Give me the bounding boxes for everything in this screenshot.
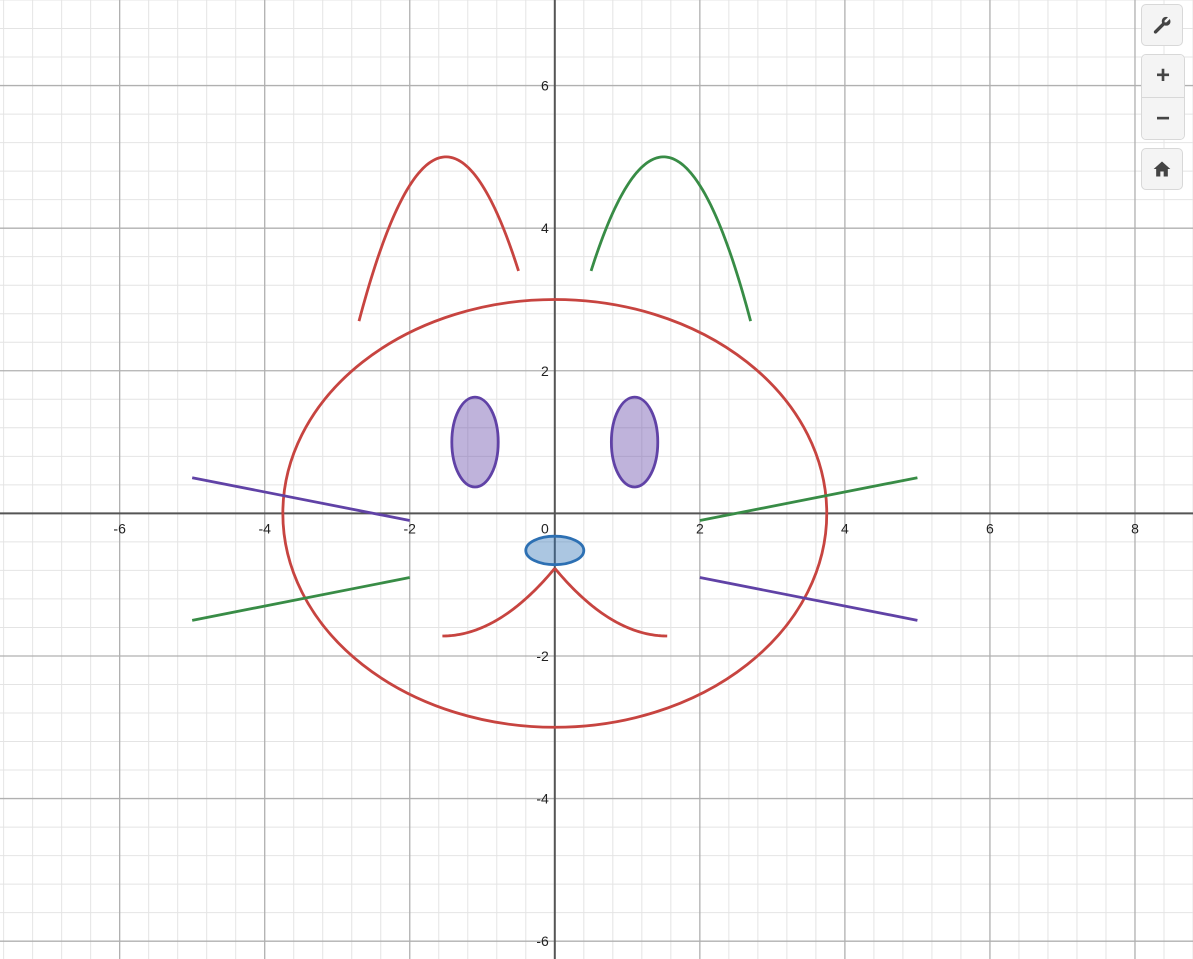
whisker-upper-right [699, 476, 918, 522]
y-tick-label: 6 [541, 78, 549, 94]
y-tick-label: -2 [536, 648, 549, 664]
y-tick-label: 2 [541, 363, 549, 379]
graph-toolbar: + − [1141, 4, 1185, 198]
x-tick-label: -2 [404, 520, 417, 536]
y-tick-label: 4 [541, 220, 549, 236]
graph-settings-button[interactable] [1141, 4, 1183, 46]
y-tick-label: -4 [536, 791, 549, 807]
x-tick-label: 4 [841, 520, 849, 536]
whisker-lower-right [699, 576, 918, 622]
y-tick-label: -6 [536, 933, 549, 949]
zoom-controls: + − [1141, 54, 1185, 140]
x-tick-label: 2 [696, 520, 704, 536]
x-tick-label: -6 [113, 520, 126, 536]
minus-icon: − [1155, 104, 1170, 132]
zoom-out-button[interactable]: − [1142, 97, 1184, 139]
left-eye [450, 395, 500, 489]
whisker-lower-left [191, 576, 411, 622]
default-viewport-button[interactable] [1141, 148, 1183, 190]
tick-labels: -6 -4 -2 0 2 4 6 8 6 4 2 -2 -4 -6 [113, 78, 1139, 950]
right-mouth [553, 567, 668, 638]
x-tick-label: 0 [541, 520, 549, 536]
head [281, 298, 829, 729]
right-ear [589, 155, 752, 322]
plus-icon: + [1155, 62, 1170, 89]
nose [524, 534, 586, 567]
x-tick-label: -4 [258, 520, 271, 536]
x-tick-label: 6 [986, 520, 994, 536]
left-ear [357, 155, 520, 322]
x-tick-label: 8 [1131, 520, 1139, 536]
zoom-in-button[interactable]: + [1142, 55, 1184, 97]
right-eye [609, 395, 660, 489]
home-icon [1153, 161, 1171, 177]
whisker-upper-left [191, 476, 411, 522]
curves [191, 155, 918, 729]
left-mouth [442, 567, 556, 638]
wrench-icon [1153, 16, 1171, 34]
